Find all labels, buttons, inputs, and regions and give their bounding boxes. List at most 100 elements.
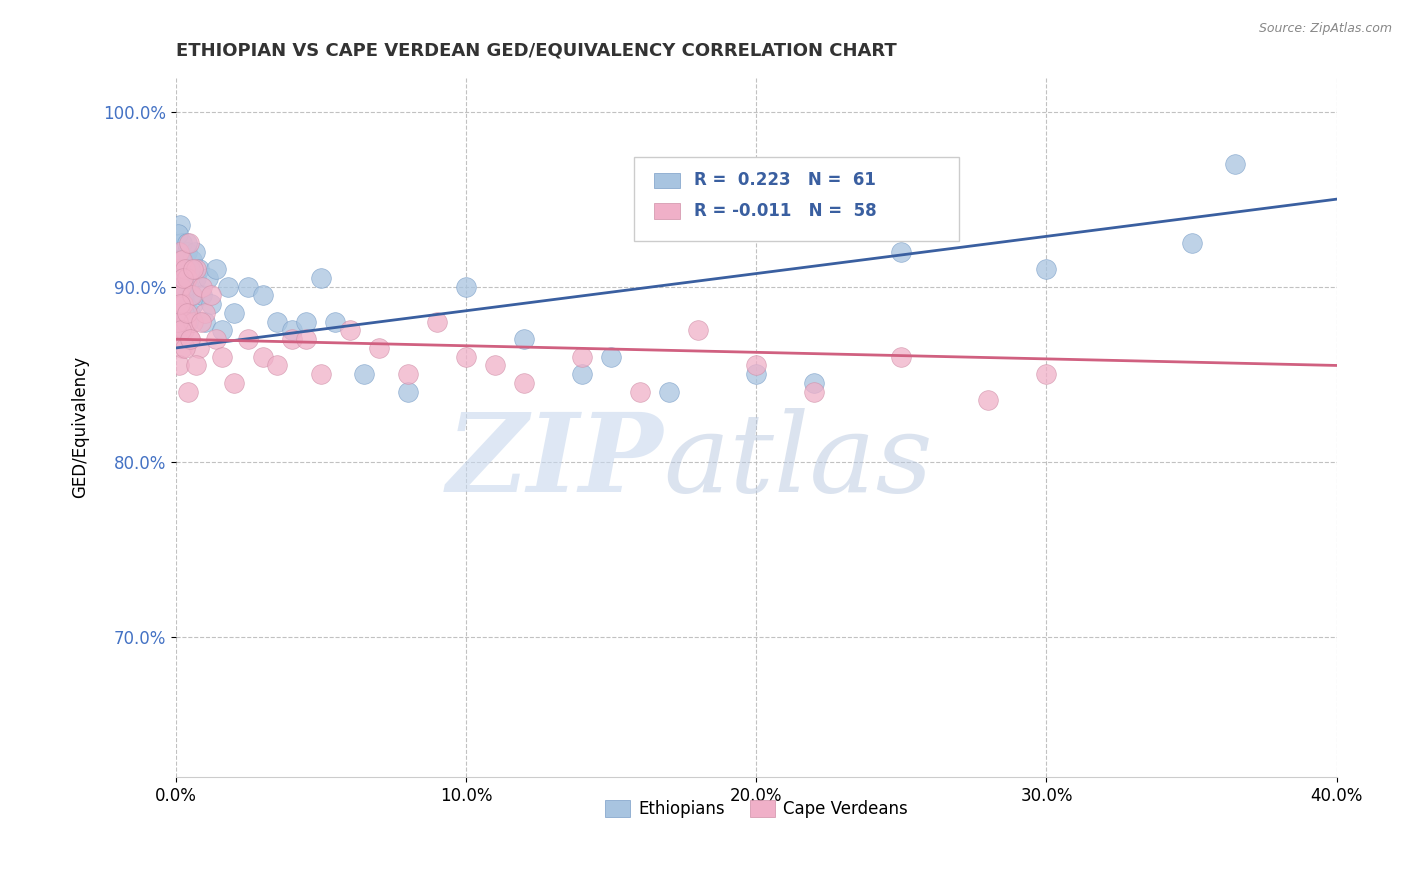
Point [170,235,193,250]
Point [200,288,222,302]
Point [174,262,197,277]
Point [167,323,190,337]
Point [173,271,195,285]
Point [170,323,193,337]
Point [266,315,288,329]
Point [309,271,332,285]
Point [172,271,194,285]
Point [173,306,195,320]
Point [281,323,304,337]
Point [186,271,208,285]
Point [194,306,217,320]
Point [179,332,201,346]
Point [174,315,197,329]
Point [169,297,191,311]
Point [172,297,194,311]
Point [181,297,204,311]
Point [186,262,208,277]
Point [396,384,419,399]
Point [238,332,260,346]
Point [167,244,190,259]
Point [177,235,200,250]
Point [191,288,214,302]
Point [600,350,623,364]
Point [1181,235,1204,250]
Point [745,368,768,382]
Point [217,279,239,293]
Text: R = -0.011   N =  58: R = -0.011 N = 58 [693,202,876,220]
Point [890,244,912,259]
Point [688,323,710,337]
Point [309,368,332,382]
Point [172,253,194,268]
Point [172,262,194,277]
Point [211,350,233,364]
Point [205,332,228,346]
Point [169,297,191,311]
Y-axis label: GED/Equivalency: GED/Equivalency [72,356,89,498]
Point [173,323,195,337]
Point [222,306,245,320]
Point [890,350,912,364]
FancyBboxPatch shape [654,172,679,188]
Point [454,350,477,364]
Point [166,227,188,242]
Point [190,315,212,329]
Point [252,288,274,302]
Point [184,359,207,373]
Point [353,368,375,382]
Text: atlas: atlas [664,408,934,516]
Point [179,332,201,346]
Point [188,262,211,277]
Point [1223,157,1246,171]
Point [177,279,200,293]
Point [295,332,318,346]
Point [181,315,204,329]
Point [176,271,198,285]
Point [167,262,190,277]
Point [176,244,198,259]
Text: ZIP: ZIP [447,408,664,516]
Point [170,341,193,355]
Point [325,315,347,329]
Point [167,288,190,302]
Point [188,341,211,355]
Point [170,253,193,268]
Point [191,279,214,293]
Point [180,253,202,268]
Point [426,315,449,329]
Point [1035,262,1057,277]
Point [174,279,197,293]
Point [194,315,217,329]
Point [368,341,391,355]
Point [174,341,197,355]
Point [173,288,195,302]
Point [170,279,193,293]
Point [295,315,318,329]
Point [396,368,419,382]
Point [222,376,245,390]
Point [454,279,477,293]
Point [169,253,191,268]
Legend: Ethiopians, Cape Verdeans: Ethiopians, Cape Verdeans [598,793,914,824]
Text: ETHIOPIAN VS CAPE VERDEAN GED/EQUIVALENCY CORRELATION CHART: ETHIOPIAN VS CAPE VERDEAN GED/EQUIVALENC… [176,42,897,60]
Point [176,306,198,320]
Point [571,350,593,364]
Point [167,359,190,373]
Point [197,271,219,285]
FancyBboxPatch shape [654,203,679,219]
Point [174,315,197,329]
Text: Source: ZipAtlas.com: Source: ZipAtlas.com [1258,22,1392,36]
Point [169,271,191,285]
Point [803,376,825,390]
Point [169,219,191,233]
Point [169,306,191,320]
Point [977,393,1000,408]
Point [172,288,194,302]
Point [1035,368,1057,382]
Point [167,271,190,285]
Point [170,279,193,293]
Point [252,350,274,364]
Point [180,288,202,302]
Point [173,262,195,277]
